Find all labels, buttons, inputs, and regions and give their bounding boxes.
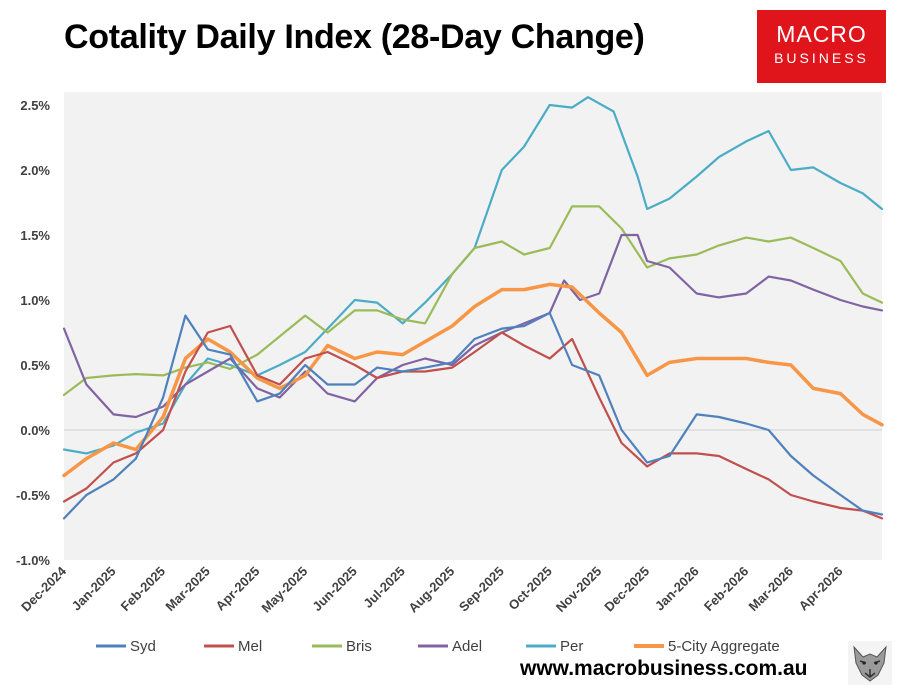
y-tick-label: -0.5% bbox=[16, 488, 50, 503]
legend-label: Per bbox=[560, 638, 583, 655]
x-tick-label: Sep-2025 bbox=[456, 564, 507, 615]
legend: Syd Mel Bris Adel Per 5-City Aggregate bbox=[96, 638, 780, 655]
y-tick-label: 0.0% bbox=[20, 423, 50, 438]
logo-line2: BUSINESS bbox=[774, 50, 869, 66]
macrobusiness-logo: MACRO BUSINESS bbox=[757, 10, 886, 83]
x-tick-label: Apr-2026 bbox=[796, 564, 846, 614]
y-tick-label: -1.0% bbox=[16, 553, 50, 568]
series-line-syd bbox=[62, 311, 884, 520]
x-tick-label: Jun-2025 bbox=[309, 564, 359, 614]
series-line-mel bbox=[62, 324, 884, 520]
y-tick-label: 2.5% bbox=[20, 98, 50, 113]
chart-title: Cotality Daily Index (28-Day Change) bbox=[64, 18, 645, 56]
series-lines bbox=[62, 96, 884, 520]
logo-line1: MACRO bbox=[776, 21, 867, 47]
x-tick-label: Mar-2026 bbox=[746, 564, 796, 614]
x-tick-label: Dec-2025 bbox=[601, 564, 652, 615]
x-tick-label: Oct-2025 bbox=[505, 564, 554, 613]
x-tick-label: Apr-2025 bbox=[212, 564, 262, 614]
y-tick-label: 1.0% bbox=[20, 293, 50, 308]
x-tick-label: Feb-2026 bbox=[701, 564, 751, 614]
plot-area bbox=[64, 92, 882, 560]
y-tick-label: 0.5% bbox=[20, 358, 50, 373]
x-tick-label: Jan-2025 bbox=[69, 564, 119, 614]
legend-label: Bris bbox=[346, 638, 372, 655]
legend-label: Mel bbox=[238, 638, 262, 655]
wolf-head-icon bbox=[848, 641, 892, 685]
x-tick-label: Feb-2025 bbox=[118, 564, 168, 614]
x-tick-label: May-2025 bbox=[258, 564, 310, 616]
y-tick-label: 1.5% bbox=[20, 228, 50, 243]
legend-label: 5-City Aggregate bbox=[668, 638, 780, 655]
x-tick-label: Mar-2025 bbox=[162, 564, 212, 614]
y-tick-label: 2.0% bbox=[20, 163, 50, 178]
website-url: www.macrobusiness.com.au bbox=[520, 657, 808, 680]
x-tick-label: Nov-2025 bbox=[553, 564, 604, 615]
series-line-bris bbox=[62, 205, 884, 396]
y-axis-ticks: -1.0% -0.5% 0.0% 0.5% 1.0% 1.5% 2.0% 2.5% bbox=[16, 98, 50, 568]
x-tick-label: Jul-2025 bbox=[360, 564, 407, 611]
legend-label: Adel bbox=[452, 638, 482, 655]
x-tick-label: Jan-2026 bbox=[652, 564, 702, 614]
x-tick-label: Dec-2024 bbox=[18, 563, 70, 615]
x-tick-label: Aug-2025 bbox=[405, 564, 457, 616]
legend-label: Syd bbox=[130, 638, 156, 655]
